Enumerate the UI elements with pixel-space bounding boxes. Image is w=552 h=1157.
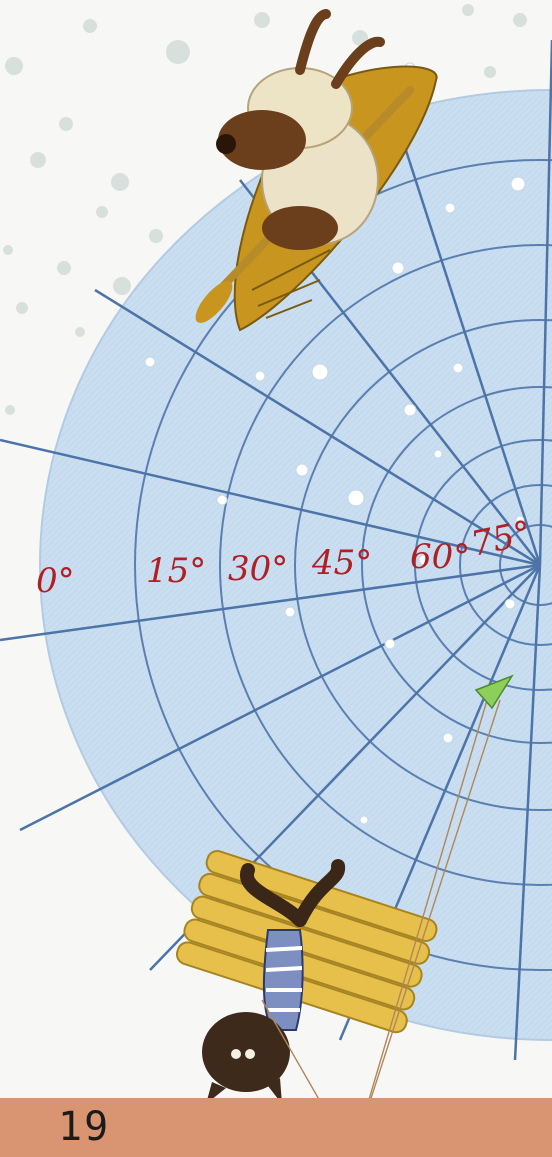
latitude-label-15: 15°	[146, 551, 206, 591]
latitude-label-45: 45°	[311, 543, 372, 583]
polar-globe	[0, 39, 552, 1061]
dog-ear-right	[331, 36, 385, 89]
cat-ear-right	[268, 1078, 282, 1104]
kite	[474, 674, 514, 710]
dog-ear-left	[295, 9, 331, 75]
footer-bar	[0, 1098, 552, 1157]
snowflakes	[3, 4, 527, 415]
globe-snowflakes	[144, 62, 526, 825]
latitude-label-0: 0°	[36, 561, 75, 601]
cat-eye-right	[245, 1049, 255, 1059]
cat-eye-left	[231, 1049, 241, 1059]
latitude-rings	[134, 159, 552, 971]
dog-head	[218, 110, 306, 170]
page-number: 19	[58, 1104, 111, 1150]
dog-nose	[216, 134, 236, 154]
meridian-lines	[0, 39, 552, 1061]
cat-leg-left	[240, 863, 307, 927]
latitude-label-30: 30°	[228, 549, 288, 589]
dog-legs	[262, 206, 338, 250]
cat-striped-shirt	[262, 929, 304, 1031]
cat-on-raft	[175, 850, 438, 1104]
dog-in-canoe	[195, 9, 438, 332]
latitude-label-60: 60°	[410, 537, 470, 577]
cat-leg-right	[293, 859, 346, 927]
